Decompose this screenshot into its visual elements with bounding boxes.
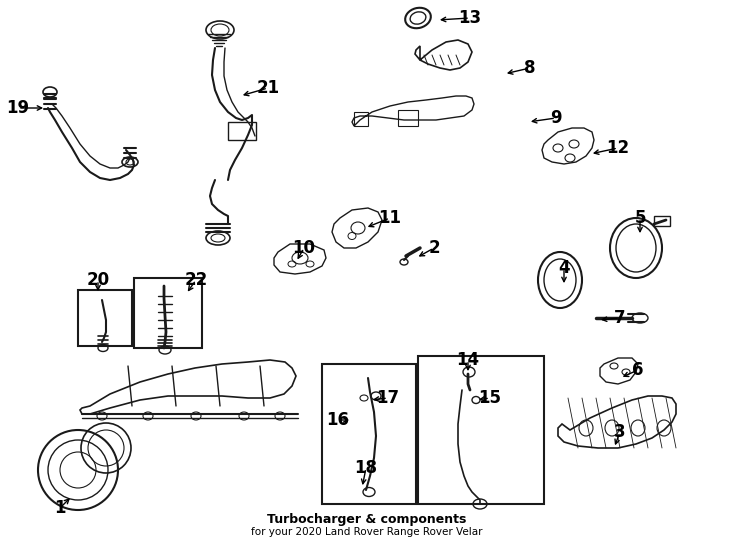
Text: 10: 10 bbox=[293, 239, 316, 257]
Text: 17: 17 bbox=[377, 389, 399, 407]
Text: 11: 11 bbox=[379, 209, 401, 227]
Bar bbox=[228, 122, 256, 140]
Text: 12: 12 bbox=[606, 139, 630, 157]
Text: 7: 7 bbox=[614, 309, 626, 327]
Bar bbox=[654, 216, 670, 226]
Text: 1: 1 bbox=[54, 499, 66, 517]
Text: 5: 5 bbox=[634, 209, 646, 227]
Text: 22: 22 bbox=[184, 271, 208, 289]
Text: 19: 19 bbox=[7, 99, 29, 117]
Bar bbox=[354, 112, 368, 126]
Bar bbox=[418, 356, 544, 504]
Text: 2: 2 bbox=[428, 239, 440, 257]
Text: 20: 20 bbox=[87, 271, 109, 289]
Bar bbox=[322, 364, 416, 504]
Text: for your 2020 Land Rover Range Rover Velar: for your 2020 Land Rover Range Rover Vel… bbox=[251, 527, 483, 537]
Text: 15: 15 bbox=[479, 389, 501, 407]
Text: 16: 16 bbox=[327, 411, 349, 429]
Text: 4: 4 bbox=[558, 259, 570, 277]
Bar bbox=[398, 110, 418, 126]
Bar bbox=[134, 278, 202, 348]
Bar bbox=[78, 290, 132, 346]
Text: 18: 18 bbox=[355, 459, 377, 477]
Text: 6: 6 bbox=[632, 361, 644, 379]
Text: 9: 9 bbox=[550, 109, 562, 127]
Text: 13: 13 bbox=[459, 9, 482, 27]
Text: 3: 3 bbox=[614, 423, 626, 441]
Text: Turbocharger & components: Turbocharger & components bbox=[267, 514, 467, 526]
Text: 21: 21 bbox=[256, 79, 280, 97]
Text: 8: 8 bbox=[524, 59, 536, 77]
Text: 14: 14 bbox=[457, 351, 479, 369]
